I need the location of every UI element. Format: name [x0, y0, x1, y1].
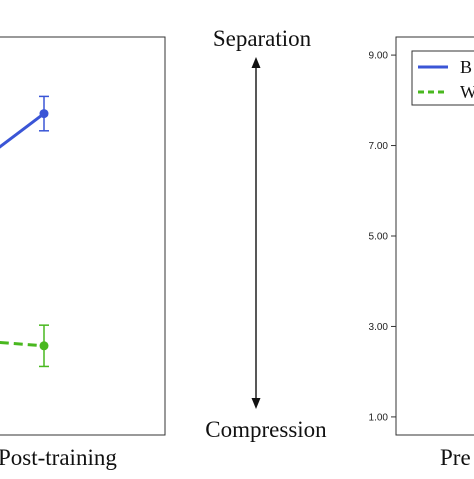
- series-1-line: [0, 112, 45, 149]
- series-2-point: [39, 341, 49, 351]
- series-1-point: [39, 109, 49, 119]
- left-plot-frame: [0, 36, 166, 436]
- series-2-line: [0, 340, 45, 348]
- legend-entry-w: W: [460, 82, 474, 102]
- compression-label: Compression: [205, 417, 327, 442]
- right-x-axis-label: Pre: [440, 445, 471, 470]
- y-tick-label: 7.00: [369, 141, 389, 152]
- scale-arrow: Separation Compression: [205, 26, 327, 442]
- right-chart: 1.00 3.00 5.00 7.00 9.00 B W Pre: [369, 36, 474, 470]
- left-x-axis-label: Post-training: [0, 445, 117, 470]
- arrow-head-up: [251, 57, 261, 68]
- arrow-head-down: [251, 398, 261, 409]
- y-tick-label: 9.00: [369, 51, 389, 62]
- y-tick-label: 3.00: [369, 322, 389, 333]
- legend-box: [411, 50, 474, 106]
- separation-label: Separation: [213, 26, 312, 51]
- legend-entry-b: B: [460, 57, 472, 77]
- left-chart: Post-training: [0, 36, 166, 470]
- y-tick-label: 1.00: [369, 412, 389, 423]
- y-tick-label: 5.00: [369, 232, 389, 243]
- legend: B W: [411, 50, 474, 106]
